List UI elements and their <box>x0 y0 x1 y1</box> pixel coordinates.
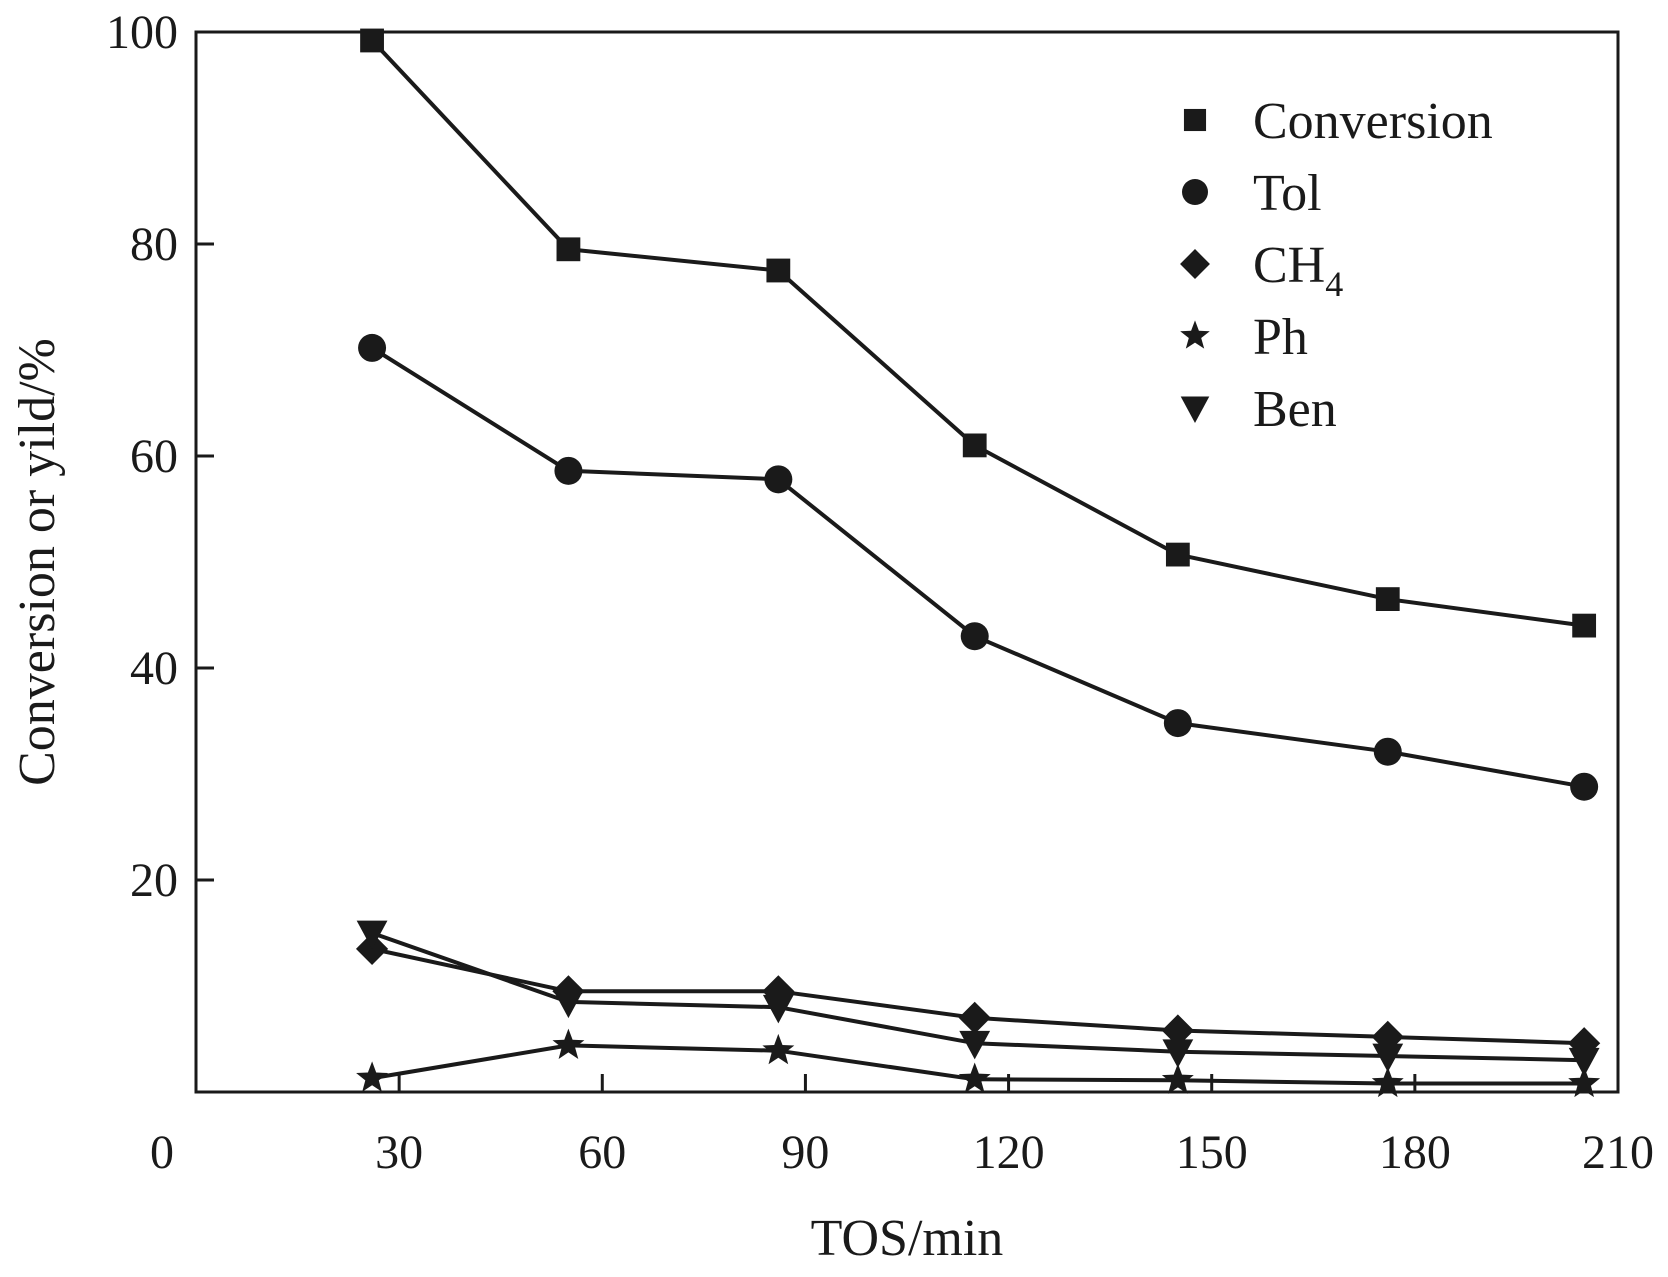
legend-marker-diamond <box>1180 249 1210 279</box>
legend-subscript: 4 <box>1325 264 1343 304</box>
y-tick-label: 80 <box>130 218 178 271</box>
legend-label: Tol <box>1253 165 1322 222</box>
data-point-square <box>1572 613 1597 638</box>
data-point-star <box>552 1028 585 1059</box>
data-point-triangle-down <box>1568 1047 1600 1077</box>
data-point-square <box>962 433 987 458</box>
x-tick-label: 180 <box>1379 1126 1451 1179</box>
data-point-diamond <box>958 1001 991 1034</box>
legend-marker-square <box>1183 108 1207 132</box>
data-point-circle <box>358 333 387 362</box>
x-axis-ticks: 30 60 90 120 150 180 210 0 <box>150 1074 1654 1179</box>
y-tick-label: 20 <box>130 854 178 907</box>
legend-label: Ph <box>1253 309 1308 366</box>
x-axis-title: TOS/min <box>811 1210 1004 1267</box>
data-point-diamond <box>1161 1014 1194 1047</box>
y-axis-ticks: 20 40 60 80 100 <box>106 6 214 907</box>
data-point-circle <box>1570 772 1599 801</box>
data-point-star <box>356 1061 388 1092</box>
y-tick-label: 40 <box>130 642 178 695</box>
data-point-circle <box>1373 737 1402 766</box>
data-point-square <box>360 28 384 53</box>
legend-item: CH4 <box>1180 237 1343 304</box>
x-tick-label: 150 <box>1176 1126 1248 1179</box>
y-tick-label: 60 <box>130 430 178 483</box>
series-ph <box>356 1028 1601 1098</box>
legend-label: Ben <box>1253 381 1337 438</box>
series-tol <box>358 333 1599 801</box>
data-point-triangle-down <box>553 989 584 1019</box>
x-tick-label: 90 <box>781 1126 829 1179</box>
x-tick-label: 30 <box>375 1126 423 1179</box>
data-point-square <box>1165 542 1190 567</box>
plot-frame <box>194 30 1620 1094</box>
y-axis-title: Conversion or yild/% <box>9 338 66 786</box>
legend-item: Conversion <box>1183 93 1493 150</box>
data-point-triangle-down <box>959 1030 991 1060</box>
data-point-square <box>1375 587 1400 611</box>
data-point-diamond <box>762 975 795 1008</box>
legend-marker-triangle-down <box>1180 396 1210 424</box>
data-point-circle <box>554 456 583 485</box>
data-point-diamond <box>1568 1027 1601 1060</box>
legend-item: Tol <box>1182 165 1322 222</box>
data-point-square <box>556 237 581 262</box>
series-ben <box>356 920 1600 1077</box>
data-point-triangle-down <box>356 920 388 950</box>
data-point-square <box>766 258 791 283</box>
y-tick-label: 100 <box>106 6 178 59</box>
x-origin-label: 0 <box>150 1126 174 1179</box>
legend-label: CH4 <box>1253 237 1343 304</box>
data-point-star <box>1568 1066 1601 1098</box>
legend-label: Conversion <box>1253 93 1493 150</box>
series-layer <box>355 28 1601 1098</box>
x-tick-label: 60 <box>578 1126 626 1179</box>
data-point-circle <box>1163 709 1192 738</box>
data-point-triangle-down <box>762 994 794 1024</box>
data-point-star <box>1161 1063 1194 1094</box>
data-point-triangle-down <box>1372 1043 1404 1073</box>
data-point-circle <box>960 622 989 651</box>
data-point-star <box>1371 1066 1404 1098</box>
legend-item: Ph <box>1180 309 1308 366</box>
data-point-triangle-down <box>1162 1039 1194 1068</box>
legend-marker-circle <box>1182 179 1208 205</box>
x-tick-label: 210 <box>1582 1126 1654 1179</box>
x-tick-label: 120 <box>973 1126 1045 1179</box>
data-point-star <box>762 1033 795 1065</box>
legend-marker-star <box>1180 320 1210 349</box>
series-line <box>371 346 1585 789</box>
data-point-star <box>958 1062 991 1093</box>
data-point-circle <box>764 465 793 494</box>
legend-item: Ben <box>1180 381 1337 438</box>
series-conversion <box>360 28 1597 638</box>
